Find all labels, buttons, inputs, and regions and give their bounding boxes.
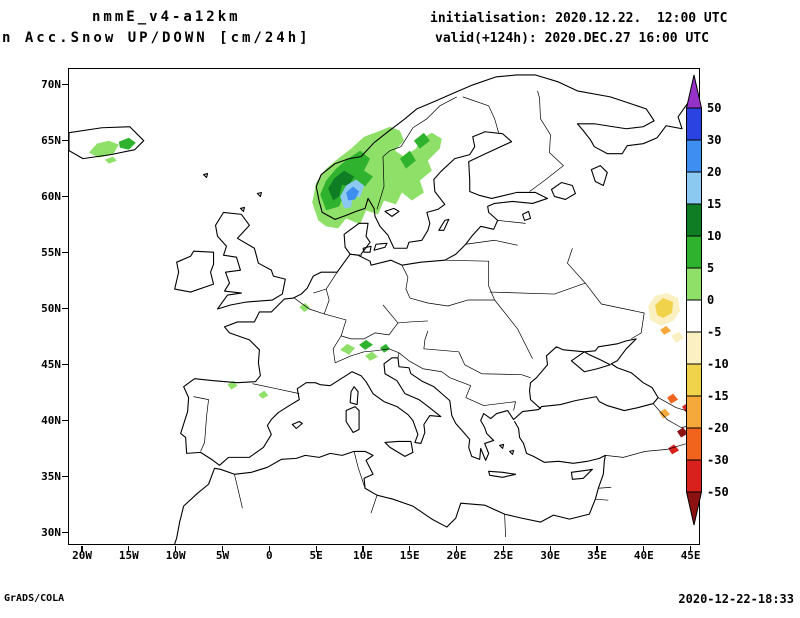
colorbar-tick-label: 0: [707, 293, 715, 307]
lat-tick-label: 30N: [41, 525, 61, 539]
lon-tick-mark: [315, 546, 317, 552]
lon-tick-label: 40E: [633, 549, 654, 562]
lat-tick-label: 45N: [41, 357, 61, 371]
colorbar-tick-label: -10: [707, 357, 729, 371]
lon-tick-label: 10E: [352, 549, 373, 562]
colorbar-tick-label: 15: [707, 197, 722, 211]
lon-tick-mark: [128, 546, 130, 552]
colorbar-tick-label: -20: [707, 421, 729, 435]
colorbar-tick-label: -15: [707, 389, 729, 403]
coastlines: [69, 74, 699, 544]
colorbar-segment: [686, 139, 702, 173]
coastline-black-sea: [528, 338, 659, 412]
product-title: n Acc.Snow UP/DOWN [cm/24h]: [2, 30, 311, 46]
north-atlantic-islets: [203, 173, 262, 212]
lon-tick-label: 30E: [540, 549, 561, 562]
lon-tick-mark: [221, 546, 224, 552]
coastline-ireland: [174, 250, 215, 293]
colorbar-tick-label: -30: [707, 453, 729, 467]
colorbar-tick-label: 10: [707, 229, 722, 243]
creation-timestamp: 2020-12-22-18:33: [678, 592, 794, 606]
lon-tick-label: 35E: [587, 549, 607, 562]
country-borders: [193, 90, 699, 538]
coastline-baltic: [334, 131, 549, 266]
model-title: nmmE_v4-a12km: [92, 9, 241, 25]
colorbar-segment: [686, 171, 702, 205]
snow-shading: [88, 126, 694, 455]
coastline-turkey-africa: [174, 420, 606, 544]
lat-tick-label: 40N: [41, 413, 61, 427]
colorbar-segment: [686, 331, 702, 365]
colorbar-segment: [685, 491, 703, 526]
colorbar: [685, 74, 703, 526]
lon-tick-mark: [643, 546, 645, 552]
colorbar-segment: [686, 363, 702, 397]
lat-tick-label: 70N: [41, 77, 61, 91]
colorbar-segment: [686, 107, 702, 141]
colorbar-segment: [686, 427, 702, 461]
colorbar-segment: [686, 267, 702, 301]
colorbar-segment: [686, 459, 702, 493]
colorbar-tick-label: 5: [707, 261, 715, 275]
lon-tick-mark: [175, 546, 177, 552]
initialisation-label: initialisation: 2020.12.22. 12:00 UTC: [430, 11, 728, 26]
valid-time-label: valid(+124h): 2020.DEC.27 16:00 UTC: [435, 31, 709, 46]
lon-tick-label: 25E: [493, 549, 514, 562]
lon-tick-mark: [549, 546, 551, 552]
coastline-great-britain: [214, 211, 286, 310]
colorbar-segment: [686, 203, 702, 237]
lat-tick-label: 50N: [41, 301, 61, 315]
lat-tick-label: 55N: [41, 245, 61, 259]
europe-map: [69, 74, 699, 544]
coastline-iceland: [69, 126, 145, 160]
lon-tick-mark: [690, 546, 692, 552]
lon-tick-mark: [81, 546, 83, 552]
colorbar-tick-label: 50: [707, 101, 722, 115]
lon-tick-mark: [362, 546, 364, 552]
danish-baltic-islands: [362, 218, 450, 253]
lon-tick-mark: [455, 546, 458, 552]
colorbar-segment: [685, 74, 703, 109]
coastline-scandinavia-kola: [315, 74, 699, 220]
large-lakes: [384, 165, 608, 221]
colorbar-tick-label: 20: [707, 165, 722, 179]
coastline-western-europe: [180, 253, 543, 466]
lon-tick-mark: [596, 546, 598, 552]
lon-tick-mark: [409, 546, 411, 552]
colorbar-tick-label: -50: [707, 485, 729, 499]
lon-tick-label: 45E: [680, 549, 701, 562]
melt-patch-dark-red: [677, 427, 689, 438]
map-plot-area: [68, 68, 700, 545]
lat-tick-label: 60N: [41, 189, 61, 203]
colorbar-segment: [686, 235, 702, 269]
lat-tick-label: 35N: [41, 469, 61, 483]
colorbar-segment: [686, 395, 702, 429]
snow-patch-dark-green: [328, 170, 355, 201]
colorbar-scale: [685, 74, 703, 526]
lon-tick-label: 10W: [165, 549, 186, 562]
grads-credit: GrADS/COLA: [4, 593, 65, 604]
lon-tick-label: 20W: [72, 549, 92, 562]
lon-tick-mark: [502, 546, 504, 552]
melt-patch-yellow: [655, 298, 674, 318]
coastline-denmark: [343, 222, 371, 255]
lon-tick-label: 5W: [215, 549, 230, 562]
lon-tick-label: 0: [265, 549, 273, 562]
lat-tick-label: 65N: [41, 133, 61, 147]
lon-tick-label: 5E: [309, 549, 323, 562]
colorbar-tick-label: -5: [707, 325, 722, 339]
lon-tick-mark: [268, 546, 270, 552]
lon-tick-label: 15E: [399, 549, 420, 562]
snow-patch-light-green: [88, 126, 442, 399]
lon-tick-label: 15W: [118, 549, 139, 562]
melt-patch-orange: [659, 325, 672, 419]
colorbar-segment: [686, 299, 702, 333]
snow-patch-blue: [346, 186, 360, 201]
mediterranean-islands: [291, 386, 593, 480]
colorbar-tick-label: 30: [707, 133, 722, 147]
lon-tick-label: 20E: [446, 549, 467, 562]
melt-patch-orange-red: [667, 393, 679, 404]
